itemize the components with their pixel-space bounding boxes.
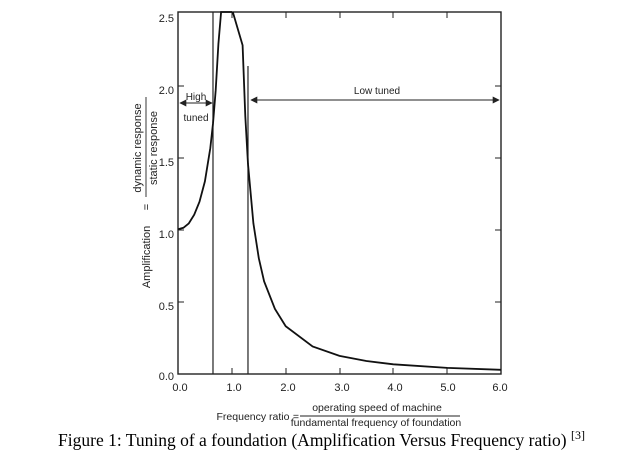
figure-caption: Figure 1: Tuning of a foundation (Amplif…: [0, 428, 643, 451]
x-tick-marks: [231, 12, 448, 374]
figure-caption-text: Figure 1: Tuning of a foundation (Amplif…: [58, 429, 567, 450]
y-axis-label-denominator: static response: [148, 111, 160, 185]
x-tick-label: 2.0: [280, 382, 295, 394]
x-axis-label-denominator: fundamental frequency of foundation: [291, 417, 462, 429]
x-tick-label: 6.0: [492, 382, 507, 394]
x-axis-label-numerator: operating speed of machine: [312, 402, 442, 414]
high-tuned-label-line1: High: [186, 92, 207, 103]
y-tick-label: 0.0: [159, 371, 174, 383]
y-tick-label: 2.5: [159, 13, 174, 25]
plot-frame: [177, 11, 502, 375]
x-tick-label: 3.0: [334, 382, 349, 394]
y-tick-label: 1.0: [159, 229, 174, 241]
figure-caption-reference: [3]: [570, 428, 585, 442]
y-axis-label-equals: =: [141, 204, 153, 210]
chart: 2.5 2.0 1.5 1.0 0.5 0.0 0.0 1.0 2.0 3.0 …: [132, 11, 508, 429]
low-tuned-label: Low tuned: [354, 86, 400, 97]
y-axis-label: Amplification = dynamic response static …: [132, 97, 160, 288]
amplification-curve-left-branch: [177, 11, 232, 231]
x-axis-label-equals: =: [293, 411, 299, 423]
amplification-curve-right-branch: [231, 11, 502, 371]
high-tuned-label-line2: tuned: [183, 113, 208, 124]
y-tick-label: 2.0: [159, 85, 174, 97]
y-axis-label-numerator: dynamic response: [132, 103, 144, 192]
x-tick-label: 1.0: [226, 382, 241, 394]
y-tick-label: 0.5: [159, 301, 174, 313]
x-tick-label: 0.0: [172, 382, 187, 394]
y-tick-label: 1.5: [159, 157, 174, 169]
x-axis-label: Frequency ratio = operating speed of mac…: [217, 402, 462, 429]
x-tick-label: 4.0: [387, 382, 402, 394]
x-tick-label: 5.0: [440, 382, 455, 394]
y-tick-marks: [178, 85, 501, 303]
y-axis-label-prefix: Amplification: [141, 226, 153, 288]
x-axis-label-prefix: Frequency ratio: [217, 411, 290, 423]
